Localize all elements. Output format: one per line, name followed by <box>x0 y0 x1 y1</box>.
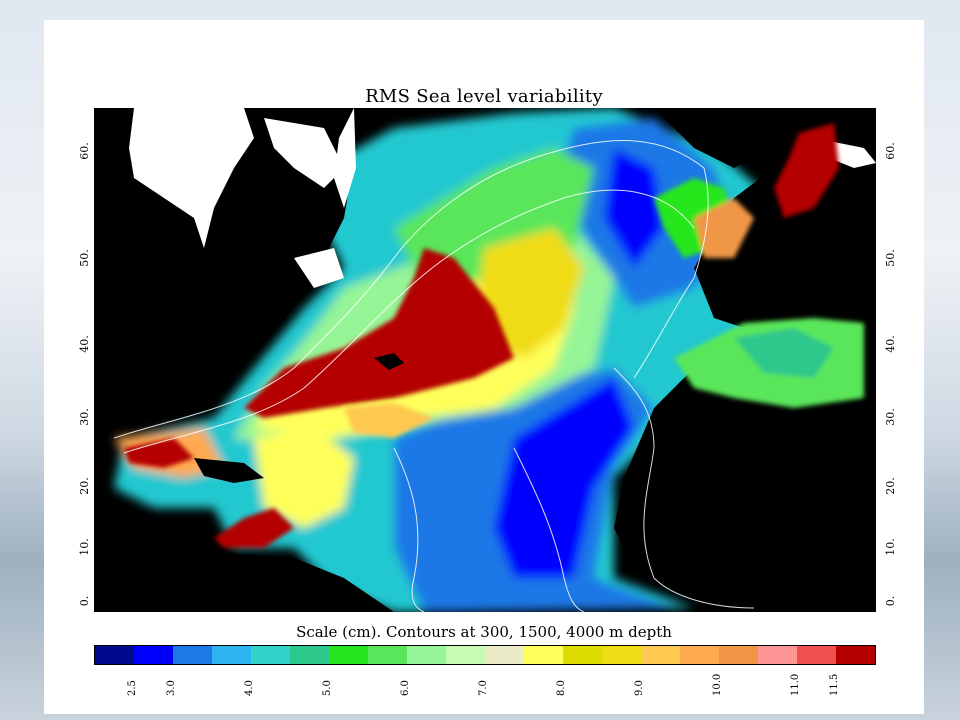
colorbar-tick-label: 4.0 <box>244 680 255 696</box>
map-canvas <box>94 108 876 612</box>
colorbar-tick-label: 11.5 <box>829 673 840 696</box>
colorbar-tick-label: 2.5 <box>127 680 138 696</box>
lat-label-left-10: 10. <box>78 538 91 556</box>
depth-contours <box>113 140 755 612</box>
colorbar-swatch <box>251 646 290 664</box>
colorbar-swatch <box>446 646 485 664</box>
colorbar-swatch <box>680 646 719 664</box>
colorbar-swatch <box>290 646 329 664</box>
lat-label-left-30: 30. <box>78 408 91 426</box>
colorbar-swatch <box>173 646 212 664</box>
colorbar-tick-label: 3.0 <box>166 680 177 696</box>
lat-label-right-30: 30. <box>884 408 897 426</box>
colorbar-swatch <box>758 646 797 664</box>
colorbar-swatch <box>797 646 836 664</box>
lat-label-right-20: 20. <box>884 477 897 495</box>
marginal-seas <box>654 123 864 408</box>
colorbar-tick-label: 8.0 <box>556 680 567 696</box>
colorbar-swatch <box>95 646 134 664</box>
lat-label-right-40: 40. <box>884 335 897 353</box>
colorbar-swatch <box>602 646 641 664</box>
colorbar-swatch <box>563 646 602 664</box>
colorbar-swatch <box>329 646 368 664</box>
lat-label-left-60: 60. <box>78 142 91 160</box>
scale-caption: Scale (cm). Contours at 300, 1500, 4000 … <box>296 623 672 641</box>
colorbar-swatch <box>407 646 446 664</box>
map-title: RMS Sea level variability <box>365 86 603 107</box>
colorbar-tick-label: 10.0 <box>712 673 723 696</box>
colorbar-swatch <box>641 646 680 664</box>
lat-label-right-60: 60. <box>884 142 897 160</box>
colorbar-tick-label: 9.0 <box>634 680 645 696</box>
lat-label-right-0: 0. <box>884 595 897 607</box>
colorbar-legend <box>94 645 876 665</box>
high-variability-zone <box>124 248 514 548</box>
lat-label-right-50: 50. <box>884 249 897 267</box>
lat-label-left-40: 40. <box>78 335 91 353</box>
colorbar-tick-label: 7.0 <box>478 680 489 696</box>
colorbar-swatch <box>368 646 407 664</box>
colorbar-swatch <box>524 646 563 664</box>
colorbar-swatch <box>836 646 875 664</box>
colorbar-swatch <box>719 646 758 664</box>
sea-level-map <box>94 108 876 612</box>
colorbar-swatch <box>134 646 173 664</box>
colorbar-swatch <box>212 646 251 664</box>
colorbar-tick-label: 6.0 <box>400 680 411 696</box>
colorbar-tick-label: 5.0 <box>322 680 333 696</box>
lat-label-left-50: 50. <box>78 249 91 267</box>
lat-label-right-10: 10. <box>884 538 897 556</box>
lat-label-left-0: 0. <box>78 595 91 607</box>
colorbar-tick-label: 11.0 <box>790 673 801 696</box>
lat-label-left-20: 20. <box>78 477 91 495</box>
colorbar-swatch <box>485 646 524 664</box>
